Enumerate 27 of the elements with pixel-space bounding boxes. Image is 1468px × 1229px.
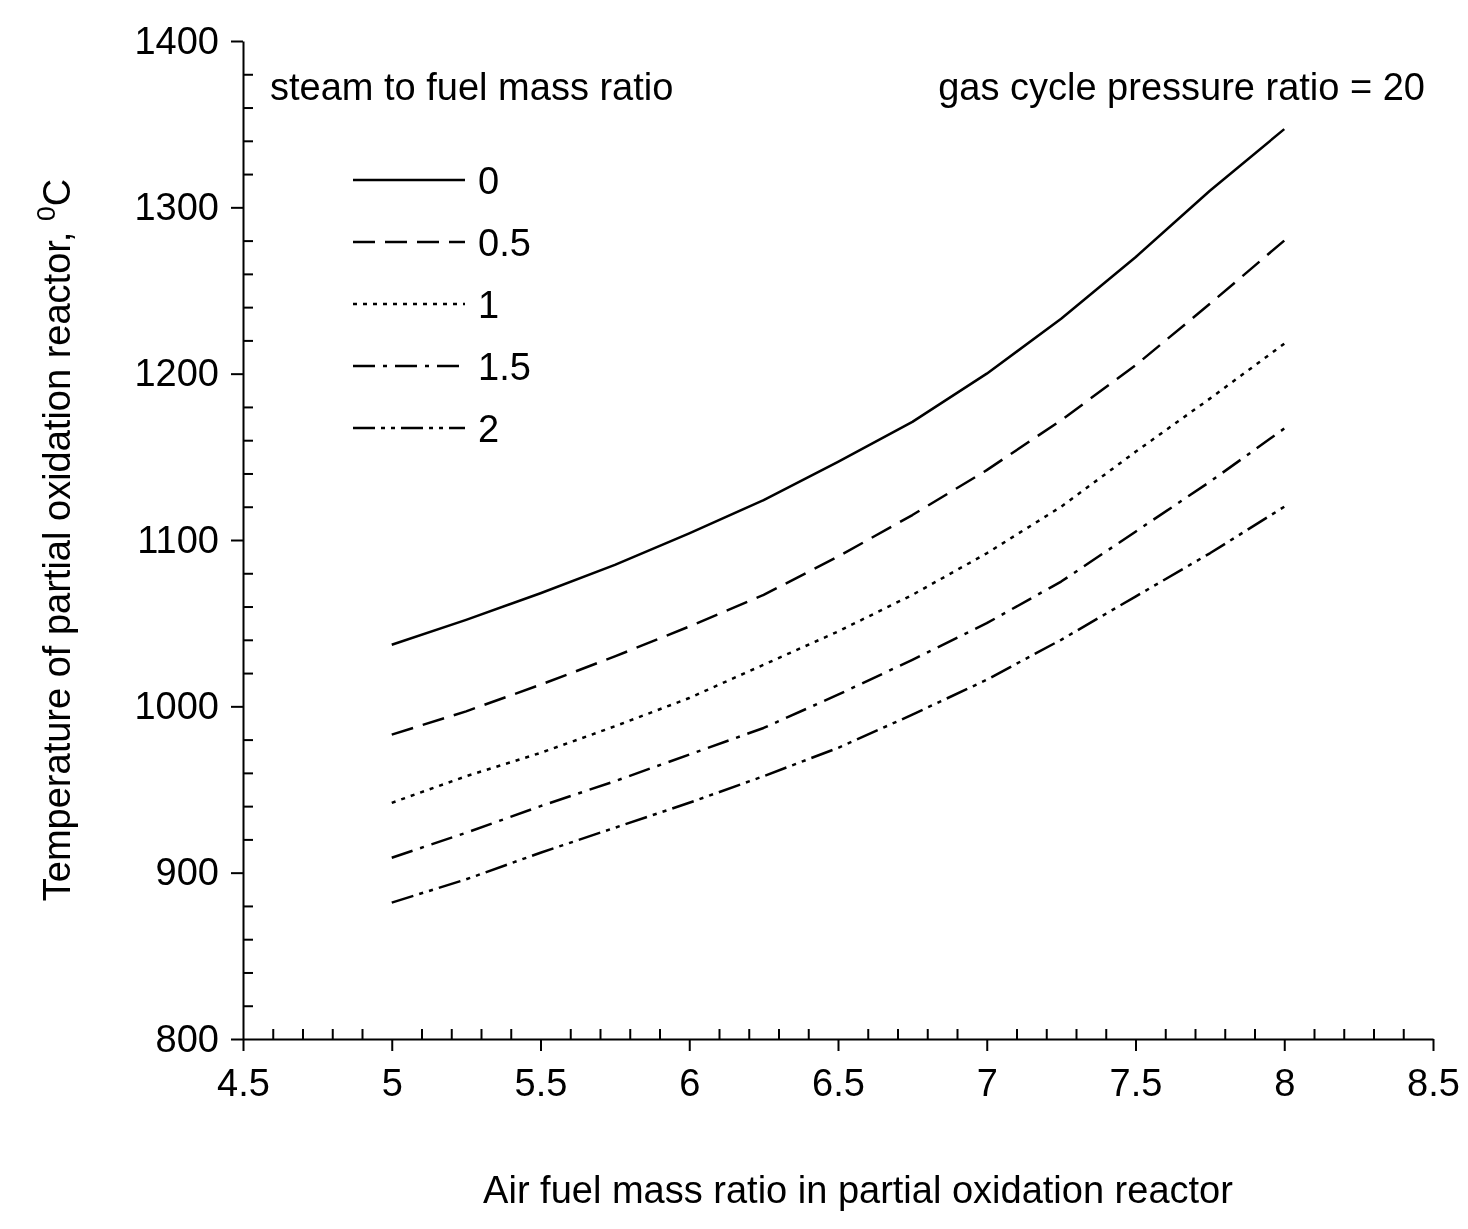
y-tick-label: 1000 bbox=[134, 684, 219, 727]
x-tick-label: 5 bbox=[381, 1061, 403, 1104]
legend-label: 0 bbox=[478, 160, 500, 202]
legend-label: 0.5 bbox=[478, 222, 531, 264]
annotation: gas cycle pressure ratio = 20 bbox=[938, 66, 1425, 108]
line-series bbox=[390, 505, 1286, 904]
y-tick-label: 900 bbox=[155, 851, 219, 894]
x-axis-title: Air fuel mass ratio in partial oxidation reactor bbox=[483, 1169, 1234, 1211]
x-tick-label: 6 bbox=[679, 1061, 701, 1104]
line-series bbox=[390, 127, 1286, 647]
x-tick-label: 4.5 bbox=[217, 1061, 270, 1104]
x-tick-label: 7.5 bbox=[1109, 1061, 1163, 1104]
y-tick-label: 1300 bbox=[134, 185, 219, 228]
y-tick-label: 1100 bbox=[137, 518, 219, 561]
line-series bbox=[390, 342, 1286, 805]
x-tick-label: 8.5 bbox=[1407, 1061, 1460, 1104]
y-tick-label: 1400 bbox=[134, 19, 219, 62]
legend-label: 1.5 bbox=[478, 346, 531, 388]
legend-title: steam to fuel mass ratio bbox=[270, 66, 674, 108]
y-tick-label: 1200 bbox=[134, 352, 219, 395]
legend-label: 2 bbox=[478, 408, 500, 450]
x-tick-label: 5.5 bbox=[514, 1061, 568, 1104]
legend-label: 1 bbox=[478, 284, 500, 326]
x-tick-label: 8 bbox=[1274, 1061, 1296, 1104]
y-tick-label: 800 bbox=[155, 1017, 219, 1060]
x-tick-label: 6.5 bbox=[812, 1061, 865, 1104]
x-tick-label: 7 bbox=[976, 1061, 998, 1104]
